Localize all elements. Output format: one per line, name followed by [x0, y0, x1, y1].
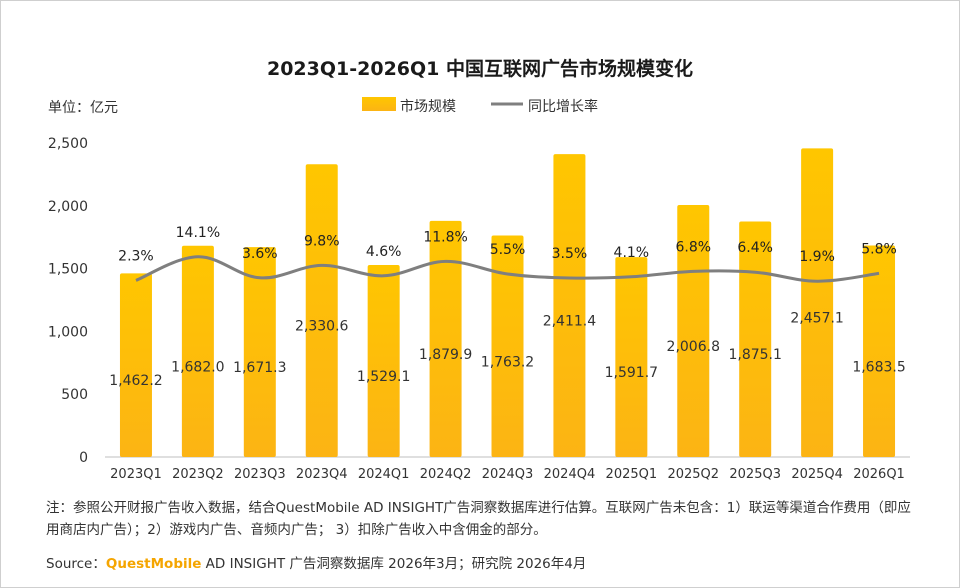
bar-value-label: 1,683.5: [852, 359, 905, 375]
y-tick-label: 0: [79, 450, 88, 466]
bar-2023Q1: [119, 273, 152, 457]
growth-line-layer: [135, 255, 880, 283]
growth-rate-label: 2.3%: [118, 248, 154, 264]
source-line: Source：QuestMobile AD INSIGHT 广告洞察数据库 20…: [46, 552, 586, 572]
growth-rate-label: 4.6%: [366, 244, 402, 260]
bar-value-label: 1,462.2: [109, 373, 162, 389]
unit-label: 单位：亿元: [48, 100, 118, 116]
x-tick-label: 2023Q2: [172, 467, 224, 482]
y-tick-label: 1,000: [48, 324, 88, 340]
x-tick-label: 2026Q1: [853, 467, 905, 482]
growth-rate-labels: 2.3% 14.1% 3.6% 9.8% 4.6% 11.8% 5.5% 3.5% 4.1% 6.…: [118, 225, 897, 265]
bar-value-label: 1,682.0: [171, 359, 224, 375]
x-tick-label: 2025Q3: [729, 467, 781, 482]
bar-2024Q4: [553, 154, 586, 457]
bar-value-label: 2,330.6: [295, 319, 349, 335]
growth-rate-label: 6.8%: [675, 239, 711, 255]
growth-rate-label: 6.4%: [737, 240, 773, 256]
x-tick-label: 2023Q4: [296, 467, 348, 482]
bar-value-label: 2,006.8: [667, 339, 720, 355]
x-axis-ticks: 2023Q1 2023Q2 2023Q3 2023Q4 2024Q1 2024Q2 2024…: [110, 467, 905, 482]
y-tick-label: 2,000: [48, 199, 88, 215]
growth-rate-label: 3.5%: [552, 246, 588, 262]
legend-label-market-size: 市场规模: [400, 98, 456, 115]
bar-value-label: 1,763.2: [481, 354, 534, 370]
bar-2023Q3: [243, 247, 276, 457]
growth-rate-line: [135, 255, 880, 283]
bar-value-label: 1,591.7: [605, 365, 658, 381]
bar-2023Q4: [305, 164, 338, 457]
growth-rate-label: 3.6%: [242, 246, 278, 262]
growth-rate-label: 4.1%: [614, 245, 650, 261]
legend-swatch-market-size: [362, 97, 396, 111]
y-tick-label: 2,500: [48, 136, 88, 152]
x-tick-label: 2024Q1: [358, 467, 410, 482]
bar-value-label: 2,457.1: [790, 311, 843, 327]
growth-rate-label: 5.5%: [490, 242, 526, 258]
x-tick-label: 2024Q4: [544, 467, 596, 482]
x-tick-label: 2024Q3: [482, 467, 534, 482]
bar-2025Q1: [615, 257, 648, 457]
bar-value-label: 1,671.3: [233, 360, 286, 376]
legend-label-growth-rate: 同比增长率: [528, 98, 598, 115]
footnote: 注：参照公开财报广告收入数据，结合QuestMobile AD INSIGHT广…: [46, 500, 911, 538]
growth-rate-label: 5.8%: [861, 241, 897, 257]
y-axis-ticks: 0 500 1,000 1,500 2,000 2,500: [48, 136, 88, 466]
legend: 市场规模 同比增长率: [362, 97, 598, 115]
y-tick-label: 1,500: [48, 262, 88, 278]
bar-value-label: 1,879.9: [419, 347, 472, 363]
source-prefix: Source：: [46, 556, 106, 572]
growth-rate-label: 11.8%: [423, 229, 467, 245]
growth-rate-label: 1.9%: [799, 249, 835, 265]
bar-2026Q1: [863, 245, 896, 457]
x-tick-label: 2025Q1: [606, 467, 658, 482]
bar-2025Q2: [677, 204, 710, 457]
bar-2023Q2: [181, 245, 214, 457]
x-tick-label: 2023Q1: [110, 467, 162, 482]
x-tick-label: 2024Q2: [420, 467, 472, 482]
growth-rate-label: 9.8%: [304, 233, 340, 249]
x-tick-label: 2023Q3: [234, 467, 286, 482]
y-tick-label: 500: [61, 387, 88, 403]
source-brand: QuestMobile: [105, 556, 202, 572]
bar-value-label: 1,875.1: [728, 347, 781, 363]
growth-rate-label: 14.1%: [176, 225, 220, 241]
bars-layer: [119, 148, 896, 457]
source-rest: AD INSIGHT 广告洞察数据库 2026年3月；研究院 2026年4月: [201, 556, 587, 572]
chart-title: 2023Q1-2026Q1 中国互联网广告市场规模变化: [267, 57, 693, 80]
bar-value-labels: 1,462.2 1,682.0 1,671.3 2,330.6 1,529.1 1,879…: [109, 311, 906, 389]
bar-value-label: 1,529.1: [357, 369, 410, 385]
x-tick-label: 2025Q4: [791, 467, 843, 482]
bar-2024Q2: [429, 220, 462, 457]
bar-value-label: 2,411.4: [543, 314, 597, 330]
bar-2025Q4: [801, 148, 834, 457]
bar-2024Q1: [367, 264, 400, 457]
bar-2024Q3: [491, 235, 524, 457]
x-tick-label: 2025Q2: [667, 467, 719, 482]
bar-2025Q3: [739, 221, 772, 457]
